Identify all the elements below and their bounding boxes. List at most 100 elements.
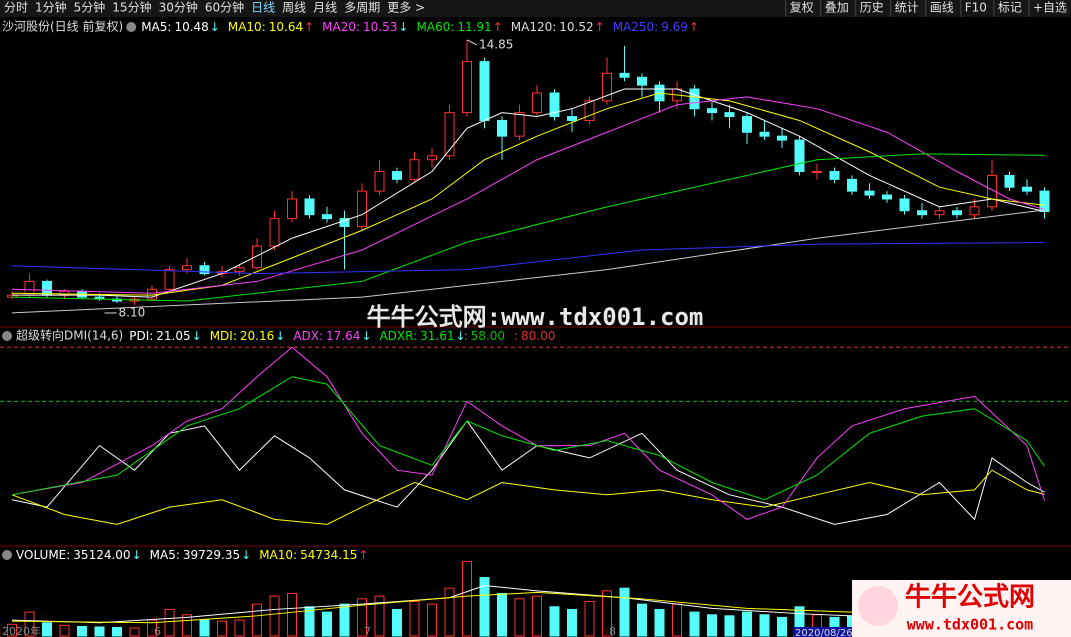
indicator-label: : (514, 329, 518, 343)
ma-line (11, 209, 1045, 314)
tool-button[interactable]: 画线 (930, 1, 954, 15)
indicator-arrow: ↑ (304, 20, 314, 34)
indicator-label: MA10: (228, 20, 266, 34)
period-tab[interactable]: 更多 > (387, 1, 425, 15)
indicator: :80.00 (514, 329, 555, 343)
volume-bar (532, 595, 542, 637)
volume-bar (182, 614, 192, 637)
volume-bar (234, 619, 245, 637)
indicator-value: 80.00 (521, 329, 555, 343)
indicator-value: 35124.00 (73, 548, 130, 562)
volume-bar (707, 614, 717, 637)
volume-bar (672, 603, 682, 637)
period-tab[interactable]: 30分钟 (159, 0, 198, 15)
indicator-arrow: ↑ (689, 20, 699, 34)
indicator-label: VOLUME: (16, 548, 70, 562)
indicator-arrow: ↓ (192, 329, 202, 343)
indicator-arrow: ↓ (275, 329, 285, 343)
candle-body (164, 269, 175, 290)
candle-body (724, 112, 735, 118)
period-tab[interactable]: 1分钟 (35, 0, 67, 15)
volume-bar (777, 616, 787, 637)
cursor-date-box (793, 627, 865, 637)
volume-bar (479, 577, 490, 637)
period-tab[interactable]: 5分钟 (74, 0, 106, 15)
volume-bar (759, 614, 770, 637)
candle-body (969, 206, 980, 216)
volume-bar (129, 627, 140, 637)
period-tab[interactable]: 日线 (251, 1, 275, 15)
panel-menu-icon[interactable] (2, 550, 12, 560)
indicator-label: MDI: (210, 329, 237, 343)
candle-body (934, 210, 945, 216)
period-tab[interactable]: 分时 (4, 1, 28, 15)
indicator-arrow: ↓ (210, 20, 220, 34)
volume-bar (742, 611, 752, 637)
indicator-value: 17.64 (326, 329, 360, 343)
indicator: ADXR: 31.61↓ (379, 329, 465, 343)
tool-button[interactable]: F10 (965, 1, 987, 15)
indicator-value: 58.00 (471, 329, 505, 343)
tool-button[interactable]: +自选 (1033, 1, 1067, 15)
dmi-line (11, 376, 1045, 501)
panel-menu-icon[interactable] (2, 331, 12, 341)
candle-body (374, 171, 385, 192)
panel-menu-icon[interactable] (126, 22, 137, 32)
candle-body (759, 131, 770, 137)
cursor-date: 2020/08/26(三) (795, 628, 871, 637)
period-tab[interactable]: 月线 (313, 1, 337, 15)
tool-button[interactable]: 复权 (790, 1, 814, 15)
indicator: MA20: 10.53↓ (322, 20, 408, 34)
candle-body (829, 171, 840, 180)
volume-bar (304, 606, 315, 637)
tool-button[interactable]: 标记 (998, 1, 1022, 15)
dmi-line (11, 469, 1045, 525)
indicator: MA60: 11.91↑ (416, 20, 502, 34)
tool-button[interactable]: 历史 (860, 1, 884, 15)
indicator-arrow: ↓ (361, 329, 371, 343)
indicator-value: 10.48 (174, 20, 208, 34)
dmi-title: 超级转向DMI(14,6) (16, 328, 123, 343)
high-label: 14.85 (479, 37, 513, 51)
candle-body (42, 280, 52, 296)
candle-body (549, 92, 560, 118)
candle-body (182, 265, 192, 271)
period-tab[interactable]: 60分钟 (205, 0, 244, 15)
indicator: MA120: 10.52↑ (511, 20, 605, 34)
volume-bar (497, 593, 507, 637)
indicator-arrow: ↑ (595, 20, 605, 34)
logo-title: 牛牛公式网 (905, 583, 1035, 613)
indicator-label: MA10: (259, 548, 297, 562)
candle-body (619, 72, 630, 78)
period-tab[interactable]: 多周期 (344, 1, 380, 15)
candle-body (199, 265, 210, 275)
watermark: 牛牛公式网:www.tdx001.com (367, 303, 704, 331)
period-tab[interactable]: 周线 (282, 1, 306, 15)
indicator: MA5: 39729.35↓ (150, 548, 252, 562)
indicator-arrow: ↓ (241, 548, 251, 562)
candle-body (444, 112, 455, 157)
candle-body (899, 198, 910, 212)
period-tab[interactable]: 15分钟 (112, 0, 151, 15)
indicator: MA5: 10.48↓ (141, 20, 220, 34)
candle-body (322, 214, 332, 220)
tool-button[interactable]: 叠加 (825, 1, 849, 15)
indicator-arrow: ↓ (398, 20, 408, 34)
candle-body (427, 155, 437, 161)
tool-button[interactable]: 统计 (895, 1, 919, 15)
candle-body (567, 116, 577, 121)
candle-body (462, 61, 472, 114)
volume-bar (637, 603, 647, 637)
volume-bar (217, 620, 227, 637)
indicator-label: MA5: (150, 548, 180, 562)
logo-icon (858, 586, 898, 626)
candle-body (497, 119, 507, 137)
candle-body (409, 159, 420, 180)
dmi-line (11, 420, 1045, 525)
volume-bar (374, 595, 385, 637)
indicator-label: MA120: (511, 20, 557, 34)
candle-body (234, 267, 245, 273)
candle-body (707, 108, 717, 114)
volume-bar (24, 611, 35, 637)
